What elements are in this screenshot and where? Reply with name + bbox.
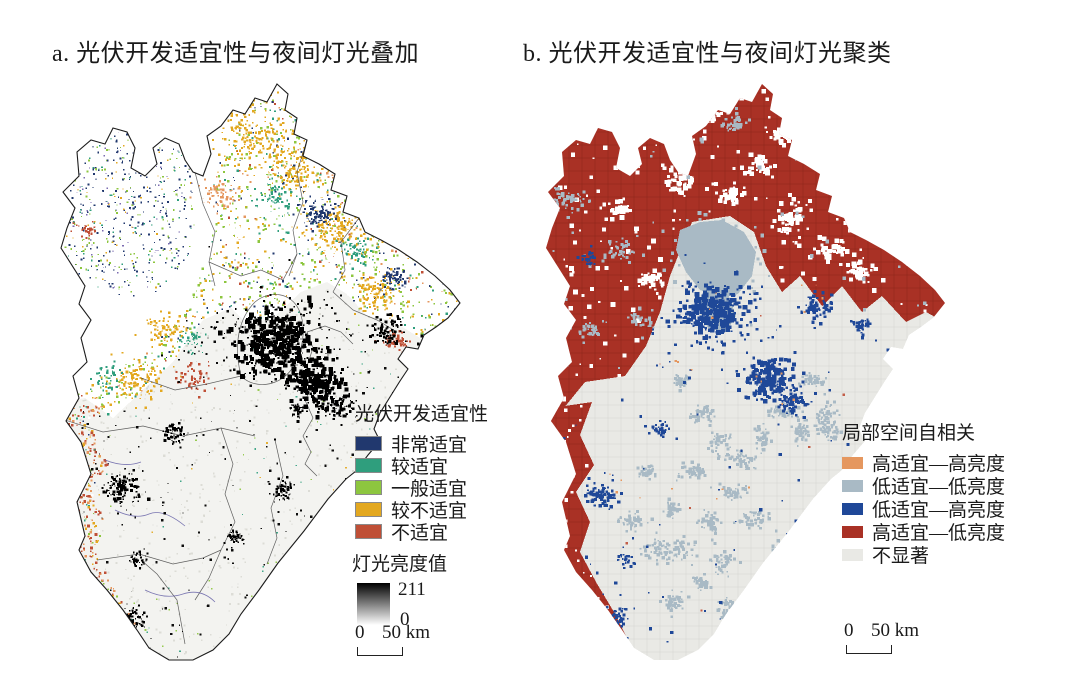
brightness-ramp-wrap: 211 0 (352, 579, 447, 630)
legend-label: 低适宜—高亮度 (872, 500, 1006, 521)
color-swatch-more-suitable (355, 457, 382, 473)
legend-row: 低适宜—低亮度 (842, 474, 1062, 498)
brightness-min-value: 0 (400, 609, 410, 630)
color-swatch-low-low (842, 479, 863, 492)
legend-label: 低适宜—低亮度 (872, 477, 1006, 498)
legend-row: 不显著 (842, 543, 1062, 567)
color-swatch-low-high (842, 502, 863, 515)
scalebar-bracket (357, 647, 403, 656)
scalebar-zero-label: 0 (844, 620, 854, 641)
scalebar-zero-label: 0 (355, 622, 365, 643)
color-swatch-high-low (842, 525, 863, 538)
legend-row: 高适宜—低亮度 (842, 520, 1062, 544)
legend-row: 一般适宜 (355, 476, 525, 500)
panel-a-title: a. 光伏开发适宜性与夜间灯光叠加 (52, 41, 420, 67)
color-swatch-general-suitable (355, 479, 382, 495)
legend-label: 不显著 (872, 546, 930, 567)
legend-row: 较适宜 (355, 454, 525, 478)
scalebar-bracket (846, 645, 892, 654)
scalebar-distance-label: 50 km (382, 622, 431, 643)
brightness-max-value: 211 (398, 579, 426, 600)
legend-label: 较适宜 (391, 456, 449, 478)
legend-row: 低适宜—高亮度 (842, 497, 1062, 521)
legend-suitability-title: 光伏开发适宜性 (355, 404, 489, 425)
legend-brightness-title: 灯光亮度值 (352, 554, 448, 575)
legend-suitability: 光伏开发适宜性 非常适宜 较适宜 一般适宜 较不适宜 不适宜 (355, 399, 525, 544)
legend-label: 较不适宜 (391, 500, 468, 522)
legend-label: 高适宜—高亮度 (872, 454, 1006, 475)
color-swatch-less-suitable (355, 501, 382, 517)
legend-row: 不适宜 (355, 520, 525, 544)
legend-brightness: 灯光亮度值 211 0 (352, 549, 448, 630)
legend-row: 高适宜—高亮度 (842, 451, 1062, 475)
scalebar-labels: 0 50 km (352, 622, 472, 644)
legend-label: 一般适宜 (391, 478, 468, 500)
scalebar-labels: 0 50 km (841, 620, 961, 642)
legend-lisa: 局部空间自相关 高适宜—高亮度 低适宜—低亮度 低适宜—高亮度 高适宜—低亮度 … (842, 418, 1062, 567)
legend-row: 非常适宜 (355, 432, 525, 456)
legend-lisa-title: 局部空间自相关 (842, 423, 976, 444)
legend-label: 不适宜 (391, 522, 449, 544)
color-swatch-not-significant (842, 548, 863, 561)
scalebar: 0 50 km (841, 620, 961, 654)
legend-row: 较不适宜 (355, 498, 525, 522)
color-swatch-unsuitable (355, 523, 382, 539)
legend-label: 非常适宜 (391, 434, 468, 456)
color-swatch-high-high (842, 456, 863, 469)
brightness-gradient-ramp (357, 583, 390, 625)
legend-label: 高适宜—低亮度 (872, 523, 1006, 544)
lisa-cluster-map (546, 84, 945, 660)
panel-b-title: b. 光伏开发适宜性与夜间灯光聚类 (523, 41, 892, 67)
color-swatch-very-suitable (355, 435, 382, 451)
scalebar-distance-label: 50 km (871, 620, 920, 641)
scalebar: 0 50 km (352, 622, 472, 656)
